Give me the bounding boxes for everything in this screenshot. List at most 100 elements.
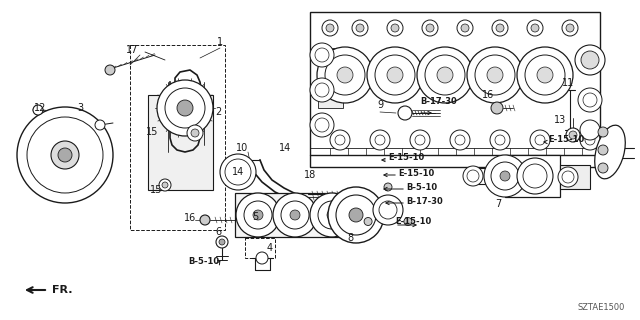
Circle shape [578,88,602,112]
Circle shape [337,67,353,83]
Circle shape [373,195,403,225]
Circle shape [191,129,199,137]
Circle shape [349,208,363,222]
Circle shape [455,135,465,145]
Text: 14: 14 [279,143,291,153]
Circle shape [500,171,510,181]
Circle shape [426,24,434,32]
Circle shape [598,145,608,155]
Bar [505,155,560,197]
Circle shape [422,20,438,36]
Circle shape [273,193,317,237]
Circle shape [310,113,334,137]
Circle shape [315,48,329,62]
Text: SZTAE1500: SZTAE1500 [578,303,625,312]
Circle shape [387,20,403,36]
Bar [130,45,225,230]
Circle shape [290,210,300,220]
Bar [560,165,590,189]
Circle shape [517,47,573,103]
Circle shape [17,107,113,203]
Circle shape [566,128,580,142]
Circle shape [364,218,372,226]
Circle shape [491,162,519,190]
Circle shape [200,215,210,225]
Circle shape [95,120,105,130]
Circle shape [484,155,526,197]
Text: 18: 18 [304,170,316,180]
Circle shape [318,201,346,229]
Circle shape [517,158,553,194]
Circle shape [531,24,539,32]
Circle shape [527,20,543,36]
Circle shape [463,166,483,186]
Circle shape [491,102,503,114]
Circle shape [410,130,430,150]
Bar [245,238,275,258]
Circle shape [177,100,193,116]
Circle shape [562,171,574,183]
Circle shape [495,135,505,145]
Text: B-5-10: B-5-10 [406,182,437,191]
Text: 1: 1 [217,37,223,47]
Circle shape [256,252,268,264]
Circle shape [236,193,280,237]
Circle shape [165,88,205,128]
Circle shape [328,187,384,243]
Text: 14: 14 [232,167,244,177]
Circle shape [187,125,203,141]
Circle shape [327,210,337,220]
Text: 15: 15 [150,185,162,195]
Bar [148,95,213,190]
Text: 9: 9 [377,100,383,110]
Circle shape [315,118,329,132]
Circle shape [159,179,171,191]
Bar [235,193,365,237]
Text: 8: 8 [347,233,353,243]
Text: B-17-30: B-17-30 [420,98,457,107]
Text: 4: 4 [267,243,273,253]
Circle shape [398,106,412,120]
Text: 17: 17 [126,45,138,55]
Circle shape [335,135,345,145]
Circle shape [581,51,599,69]
Circle shape [585,135,595,145]
Text: 13: 13 [554,115,566,125]
Circle shape [566,24,574,32]
Circle shape [387,67,403,83]
Text: 6: 6 [215,227,221,237]
Circle shape [461,24,469,32]
Text: B-17-30: B-17-30 [406,196,443,205]
Circle shape [220,154,256,190]
Circle shape [326,24,334,32]
Text: 5: 5 [252,212,258,222]
Circle shape [105,65,115,75]
Circle shape [580,120,600,140]
Circle shape [537,67,553,83]
Circle shape [379,201,397,219]
Bar [470,168,505,184]
Circle shape [535,135,545,145]
Circle shape [352,20,368,36]
Circle shape [598,163,608,173]
Text: 11: 11 [562,78,574,88]
Circle shape [467,170,479,182]
Text: 12: 12 [34,103,46,113]
Circle shape [244,201,272,229]
Circle shape [315,83,329,97]
Circle shape [51,141,79,169]
Circle shape [558,167,578,187]
Circle shape [33,105,43,115]
Circle shape [580,130,600,150]
Circle shape [330,130,350,150]
Circle shape [450,130,470,150]
Circle shape [157,80,213,136]
Text: B-5-10: B-5-10 [188,258,220,267]
Text: E-15-10: E-15-10 [548,135,584,145]
Circle shape [336,195,376,235]
Circle shape [496,24,504,32]
Circle shape [325,55,365,95]
Text: 16: 16 [184,213,196,223]
Circle shape [457,20,473,36]
Circle shape [310,78,334,102]
